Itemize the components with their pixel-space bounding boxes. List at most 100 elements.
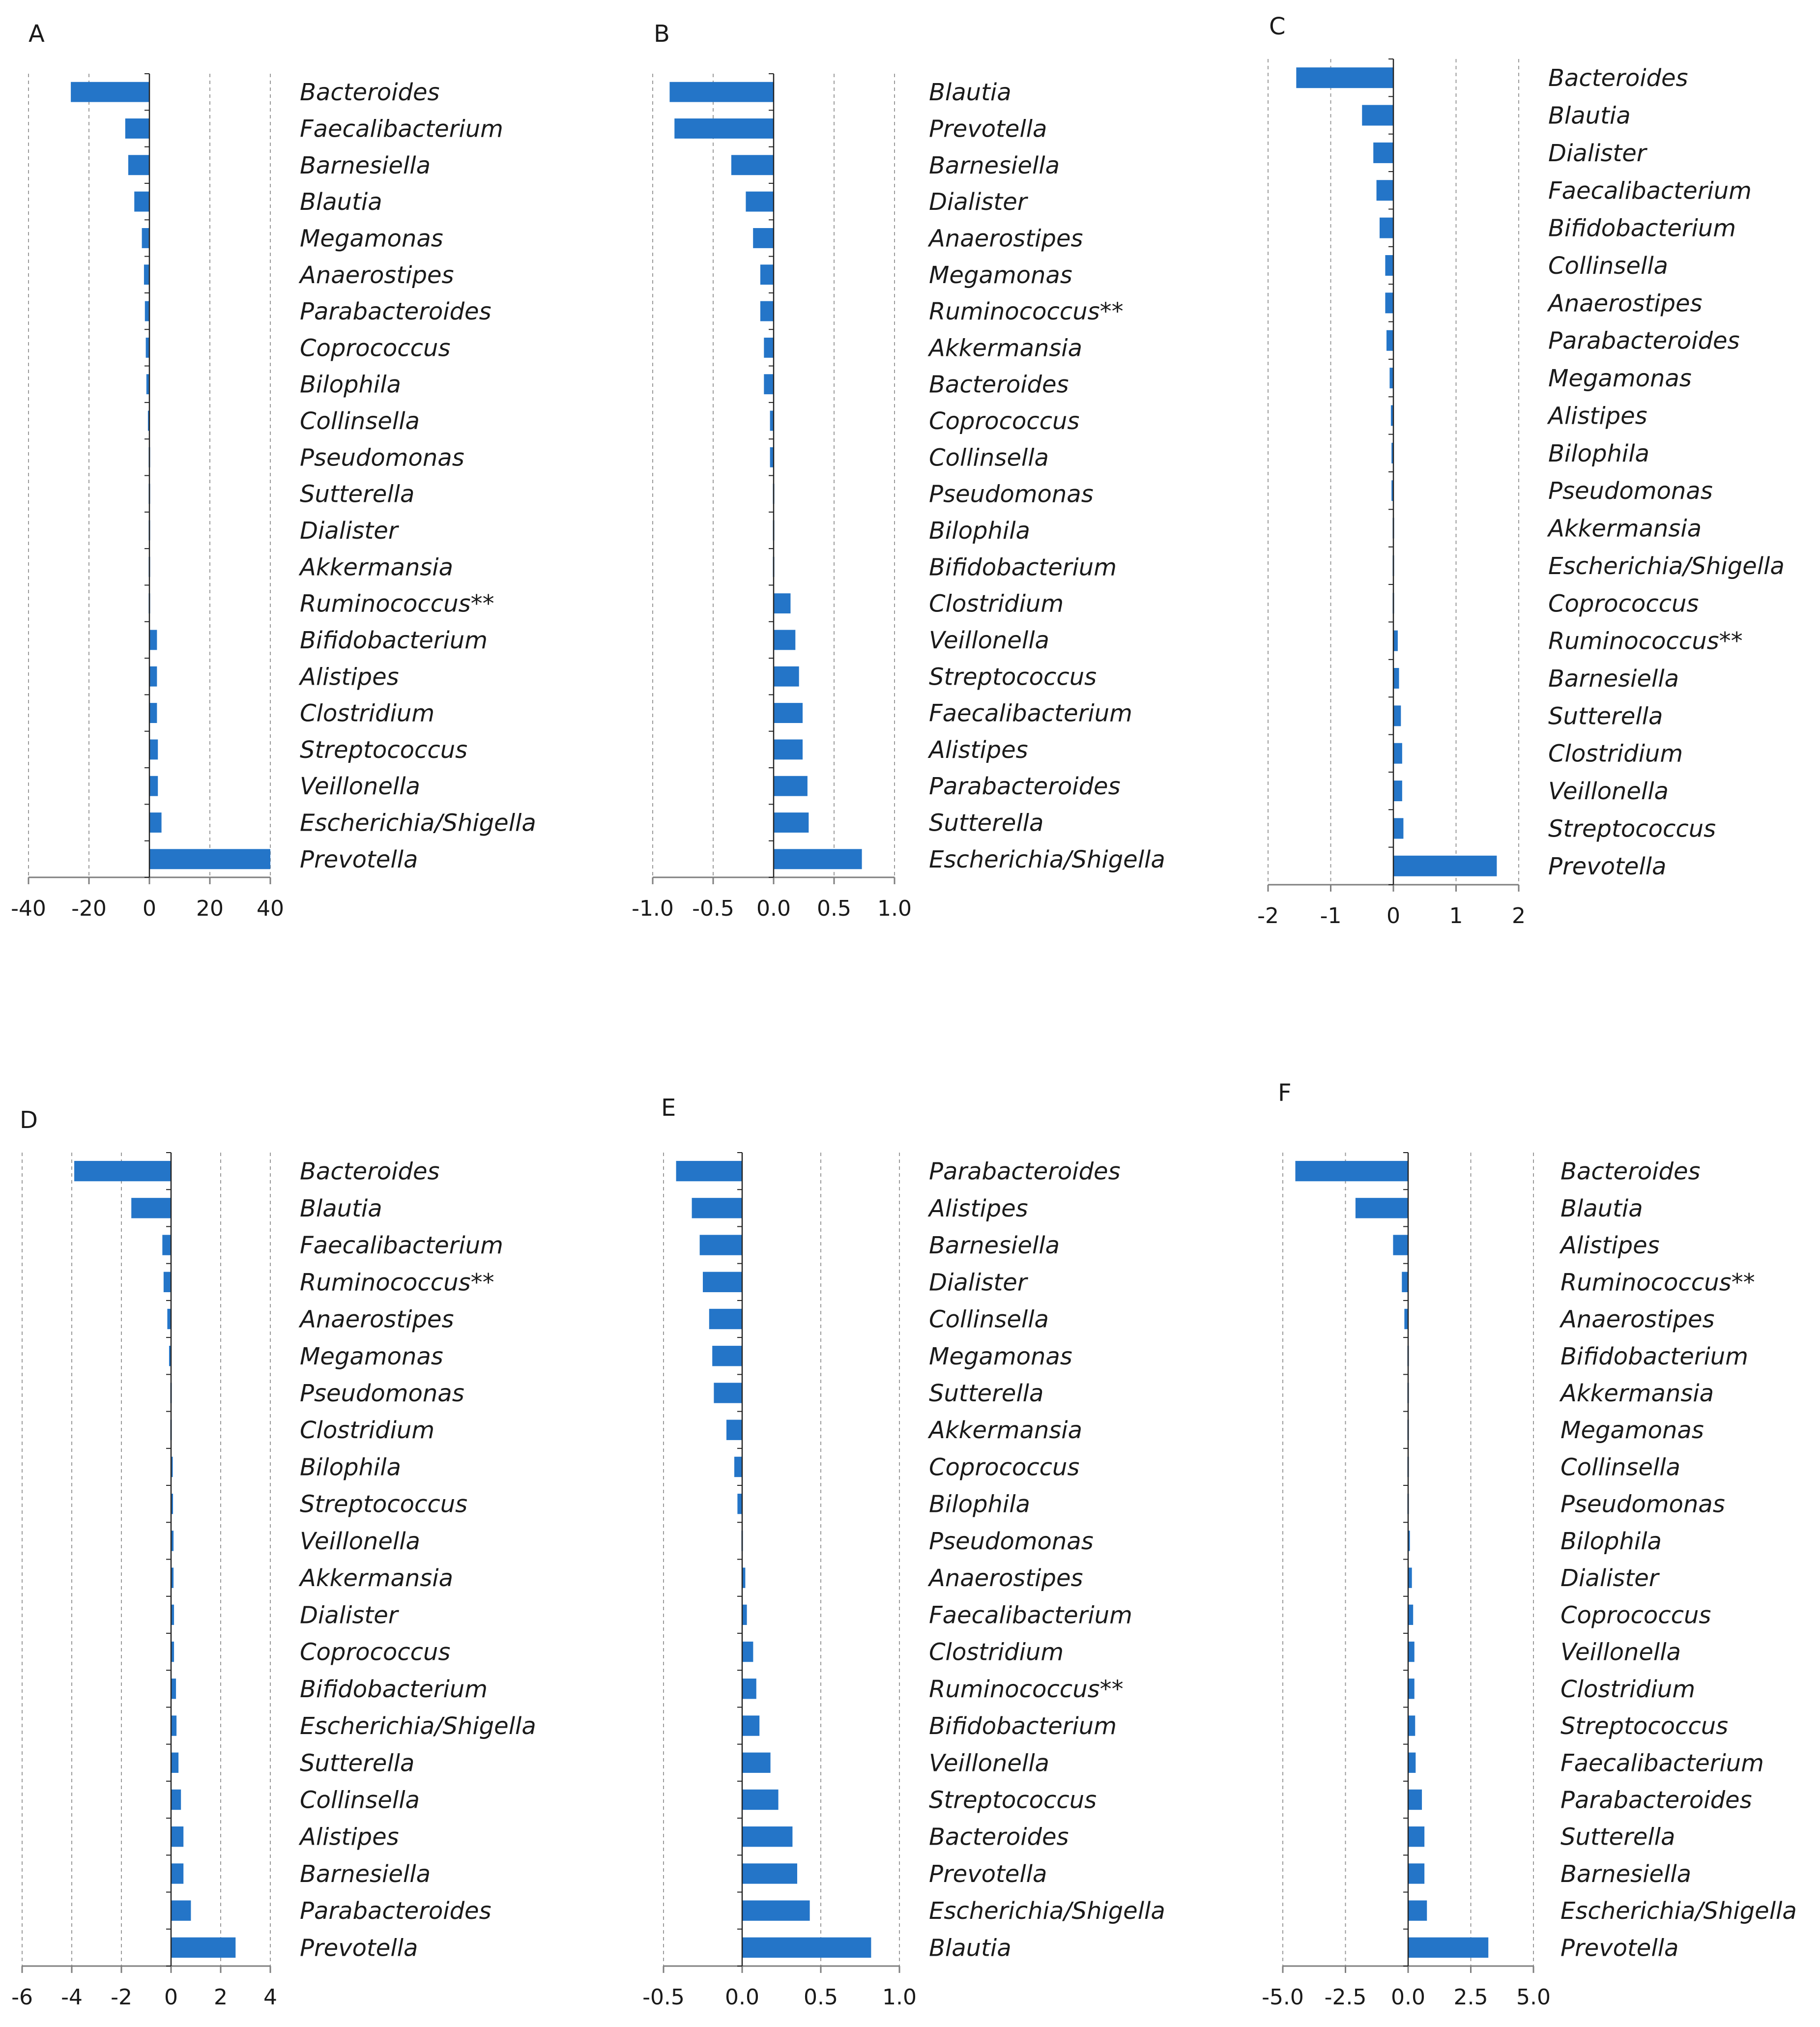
category-label: Akkermansia	[927, 1417, 1082, 1444]
bar-akkermansia	[764, 337, 774, 358]
bar-streptococcus	[1393, 818, 1404, 839]
bar-bacteroides	[74, 1160, 171, 1182]
category-label: Ruminococcus**	[929, 1676, 1124, 1703]
category-label: Pseudomonas	[929, 481, 1094, 508]
bar-akkermansia	[726, 1419, 742, 1440]
bar-sutterella	[171, 1752, 179, 1773]
bar-barnesiella	[171, 1863, 184, 1884]
category-label: Faecalibacterium	[300, 115, 503, 143]
bar-barnesiella	[731, 155, 774, 175]
category-label: Veillonella	[1560, 1639, 1681, 1666]
bar-coprococcus	[734, 1456, 742, 1477]
x-tick-label: -2	[1257, 903, 1279, 928]
bar-parabacteroides	[774, 776, 808, 796]
bar-streptococcus	[1408, 1715, 1416, 1736]
bar-faecalibacterium	[162, 1235, 171, 1255]
bar-parabacteroides	[1386, 330, 1393, 351]
x-tick-label: -20	[71, 896, 107, 921]
category-label: Alistipes	[298, 663, 399, 691]
category-label: Bilophila	[1548, 440, 1649, 467]
bar-bacteroides	[764, 374, 774, 395]
bar-streptococcus	[774, 666, 799, 687]
category-label: Ruminococcus**	[929, 298, 1124, 325]
category-label: Barnesiella	[300, 152, 431, 179]
category-label: Clostridium	[929, 1639, 1064, 1666]
bar-collinsella	[171, 1789, 181, 1810]
category-label: Parabacteroides	[1548, 327, 1740, 355]
category-label: Megamonas	[1548, 365, 1692, 392]
category-label: Parabacteroides	[300, 298, 491, 325]
category-label: Blautia	[929, 1934, 1011, 1962]
bar-parabacteroides	[1408, 1789, 1422, 1810]
bar-alistipes	[774, 739, 803, 760]
category-label: Blautia	[1548, 102, 1631, 130]
category-label: Streptococcus	[1548, 815, 1716, 842]
bar-ruminococcus	[760, 301, 774, 321]
x-tick-label: -6	[11, 1985, 33, 2010]
category-label: Faecalibacterium	[929, 1601, 1132, 1629]
x-tick-label: 20	[196, 896, 224, 921]
category-label: Bilophila	[1560, 1528, 1662, 1555]
x-tick-label: -0.5	[642, 1985, 685, 2010]
category-label: Dialister	[300, 1601, 400, 1629]
category-label: Akkermansia	[298, 1564, 453, 1592]
bar-bifidobacterium	[149, 630, 157, 650]
category-label: Clostridium	[1548, 740, 1683, 768]
category-label: Alistipes	[1547, 402, 1647, 430]
panel-d: D -6 -4 -2 0 2 4 Bacteroides Blautia Faecalibacte…	[11, 1106, 536, 2010]
bar-barnesiella	[699, 1235, 742, 1255]
bar-coprococcus	[171, 1641, 174, 1662]
bar-clostridium	[149, 703, 157, 724]
bar-dialister	[746, 191, 774, 212]
category-label: Pseudomonas	[1548, 477, 1713, 505]
category-label: Dialister	[1560, 1564, 1660, 1592]
x-tick-label: -2	[111, 1985, 132, 2010]
bar-anaerostipes	[753, 228, 774, 248]
category-label: Bacteroides	[929, 371, 1069, 399]
category-label: Escherichia/Shigella	[929, 846, 1165, 873]
bar-prevotella	[1393, 855, 1497, 876]
bar-alistipes	[692, 1198, 742, 1218]
category-label: Coprococcus	[300, 1639, 450, 1666]
category-label: Collinsella	[1548, 252, 1668, 280]
panel-letter: D	[20, 1106, 38, 1134]
category-label: Prevotella	[300, 846, 418, 873]
category-label: Clostridium	[1560, 1676, 1695, 1703]
bar-alistipes	[149, 666, 157, 687]
category-label: Prevotella	[929, 115, 1047, 143]
panel-e: E -0.5 0.0 0.5 1.0 Parabacteroides Alistipes Ba…	[642, 1094, 1165, 2010]
category-label: Faecalibacterium	[929, 700, 1132, 727]
bar-parabacteroides	[171, 1900, 191, 1921]
category-label: Barnesiella	[300, 1860, 431, 1888]
bar-barnesiella	[128, 155, 149, 175]
category-label: Blautia	[1560, 1195, 1643, 1222]
x-tick-label: 5.0	[1516, 1985, 1551, 2010]
bar-anaerostipes	[1404, 1308, 1408, 1330]
bar-sutterella	[1408, 1826, 1425, 1847]
bar-ruminococcus	[1393, 630, 1398, 651]
x-tick-label: -4	[61, 1985, 83, 2010]
bar-blautia	[131, 1198, 171, 1218]
bar-faecalibacterium	[742, 1604, 747, 1625]
bar-bilophila	[1408, 1531, 1410, 1551]
bar-sutterella	[774, 812, 809, 833]
bar-bacteroides	[71, 82, 149, 102]
category-label: Alistipes	[298, 1824, 399, 1851]
bar-bacteroides	[742, 1826, 793, 1847]
bar-blautia	[742, 1937, 871, 1958]
category-label: Sutterella	[1560, 1824, 1675, 1851]
x-tick-label: -40	[11, 896, 46, 921]
category-label: Veillonella	[300, 1528, 420, 1555]
bar-collinsella	[147, 410, 149, 431]
panel-f: F -5.0 -2.5 0.0 2.5 5.0 Bacteroides Blautia Alis…	[1262, 1079, 1797, 2010]
category-label: Alistipes	[927, 736, 1028, 764]
bar-blautia	[1355, 1198, 1408, 1218]
bar-sutterella	[1393, 705, 1401, 726]
bar-faecalibacterium	[1408, 1752, 1416, 1773]
bar-prevotella	[149, 849, 270, 869]
category-label: Akkermansia	[1559, 1380, 1714, 1407]
bar-veillonella	[742, 1752, 771, 1773]
bar-bifidobacterium	[742, 1715, 760, 1736]
category-label: Escherichia/Shigella	[1560, 1897, 1797, 1925]
category-label: Clostridium	[300, 700, 434, 727]
